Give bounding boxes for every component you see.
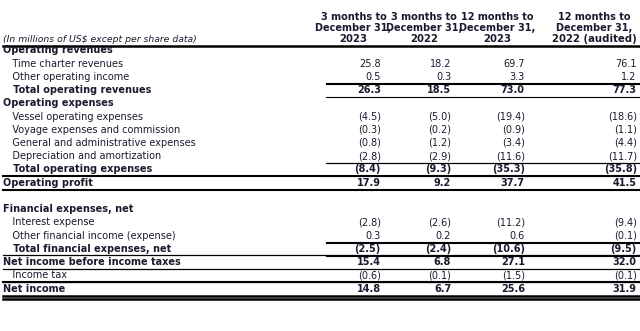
- Text: 3.3: 3.3: [509, 72, 525, 82]
- Text: 6.8: 6.8: [434, 257, 451, 267]
- Text: 0.6: 0.6: [509, 231, 525, 241]
- Text: (0.3): (0.3): [358, 125, 381, 135]
- Text: Other financial income (expense): Other financial income (expense): [3, 231, 176, 241]
- Text: Operating profit: Operating profit: [3, 178, 93, 188]
- Text: 2022 (audited): 2022 (audited): [552, 34, 637, 44]
- Text: 25.8: 25.8: [359, 59, 381, 69]
- Text: December 31,: December 31,: [556, 23, 632, 33]
- Text: (9.4): (9.4): [614, 217, 637, 227]
- Text: (1.2): (1.2): [428, 138, 451, 148]
- Text: (3.4): (3.4): [502, 138, 525, 148]
- Text: Financial expenses, net: Financial expenses, net: [3, 204, 134, 214]
- Text: 9.2: 9.2: [434, 178, 451, 188]
- Text: (10.6): (10.6): [492, 244, 525, 254]
- Text: 2023: 2023: [484, 34, 511, 44]
- Text: Operating expenses: Operating expenses: [3, 98, 114, 108]
- Text: Income tax: Income tax: [3, 270, 67, 280]
- Text: (0.6): (0.6): [358, 270, 381, 280]
- Text: 0.3: 0.3: [436, 72, 451, 82]
- Text: December 31,: December 31,: [386, 23, 462, 33]
- Text: 0.2: 0.2: [436, 231, 451, 241]
- Text: 2022: 2022: [410, 34, 438, 44]
- Text: (1.1): (1.1): [614, 125, 637, 135]
- Text: (4.5): (4.5): [358, 112, 381, 121]
- Text: (2.5): (2.5): [355, 244, 381, 254]
- Text: Operating revenues: Operating revenues: [3, 45, 113, 55]
- Text: (0.1): (0.1): [428, 270, 451, 280]
- Text: (9.5): (9.5): [611, 244, 637, 254]
- Text: General and administrative expenses: General and administrative expenses: [3, 138, 196, 148]
- Text: 18.2: 18.2: [429, 59, 451, 69]
- Text: (0.1): (0.1): [614, 270, 637, 280]
- Text: 26.3: 26.3: [357, 85, 381, 95]
- Text: 27.1: 27.1: [500, 257, 525, 267]
- Text: Other operating income: Other operating income: [3, 72, 129, 82]
- Text: (19.4): (19.4): [496, 112, 525, 121]
- Text: (4.4): (4.4): [614, 138, 637, 148]
- Text: (In millions of US$ except per share data): (In millions of US$ except per share dat…: [3, 34, 197, 44]
- Text: 31.9: 31.9: [613, 284, 637, 294]
- Text: 12 months to: 12 months to: [558, 12, 630, 22]
- Text: 25.6: 25.6: [500, 284, 525, 294]
- Text: 0.3: 0.3: [365, 231, 381, 241]
- Text: (35.8): (35.8): [604, 165, 637, 174]
- Text: Total financial expenses, net: Total financial expenses, net: [3, 244, 172, 254]
- Text: (8.4): (8.4): [355, 165, 381, 174]
- Text: Net income: Net income: [3, 284, 65, 294]
- Text: Depreciation and amortization: Depreciation and amortization: [3, 151, 161, 161]
- Text: (2.8): (2.8): [358, 217, 381, 227]
- Text: 17.9: 17.9: [357, 178, 381, 188]
- Text: (11.7): (11.7): [607, 151, 637, 161]
- Text: 15.4: 15.4: [357, 257, 381, 267]
- Text: December 31,: December 31,: [316, 23, 392, 33]
- Text: (2.9): (2.9): [428, 151, 451, 161]
- Text: Vessel operating expenses: Vessel operating expenses: [3, 112, 143, 121]
- Text: (0.2): (0.2): [428, 125, 451, 135]
- Text: Net income before income taxes: Net income before income taxes: [3, 257, 181, 267]
- Text: 18.5: 18.5: [427, 85, 451, 95]
- Text: Total operating expenses: Total operating expenses: [3, 165, 152, 174]
- Text: (2.8): (2.8): [358, 151, 381, 161]
- Text: (11.6): (11.6): [496, 151, 525, 161]
- Text: Voyage expenses and commission: Voyage expenses and commission: [3, 125, 180, 135]
- Text: 3 months to: 3 months to: [321, 12, 387, 22]
- Text: 6.7: 6.7: [434, 284, 451, 294]
- Text: 0.5: 0.5: [365, 72, 381, 82]
- Text: (18.6): (18.6): [608, 112, 637, 121]
- Text: 76.1: 76.1: [615, 59, 637, 69]
- Text: 41.5: 41.5: [613, 178, 637, 188]
- Text: Total operating revenues: Total operating revenues: [3, 85, 152, 95]
- Text: 32.0: 32.0: [613, 257, 637, 267]
- Text: 1.2: 1.2: [621, 72, 637, 82]
- Text: 37.7: 37.7: [500, 178, 525, 188]
- Text: (0.9): (0.9): [502, 125, 525, 135]
- Text: Time charter revenues: Time charter revenues: [3, 59, 124, 69]
- Text: (0.8): (0.8): [358, 138, 381, 148]
- Text: (35.3): (35.3): [492, 165, 525, 174]
- Text: 12 months to: 12 months to: [461, 12, 534, 22]
- Text: (1.5): (1.5): [502, 270, 525, 280]
- Text: (2.4): (2.4): [425, 244, 451, 254]
- Text: (0.1): (0.1): [614, 231, 637, 241]
- Text: 77.3: 77.3: [613, 85, 637, 95]
- Text: 14.8: 14.8: [356, 284, 381, 294]
- Text: 3 months to: 3 months to: [391, 12, 457, 22]
- Text: 69.7: 69.7: [503, 59, 525, 69]
- Text: Interest expense: Interest expense: [3, 217, 95, 227]
- Text: (9.3): (9.3): [425, 165, 451, 174]
- Text: (2.6): (2.6): [428, 217, 451, 227]
- Text: (11.2): (11.2): [495, 217, 525, 227]
- Text: December 31,: December 31,: [460, 23, 536, 33]
- Text: 73.0: 73.0: [500, 85, 525, 95]
- Text: (5.0): (5.0): [428, 112, 451, 121]
- Text: 2023: 2023: [340, 34, 367, 44]
